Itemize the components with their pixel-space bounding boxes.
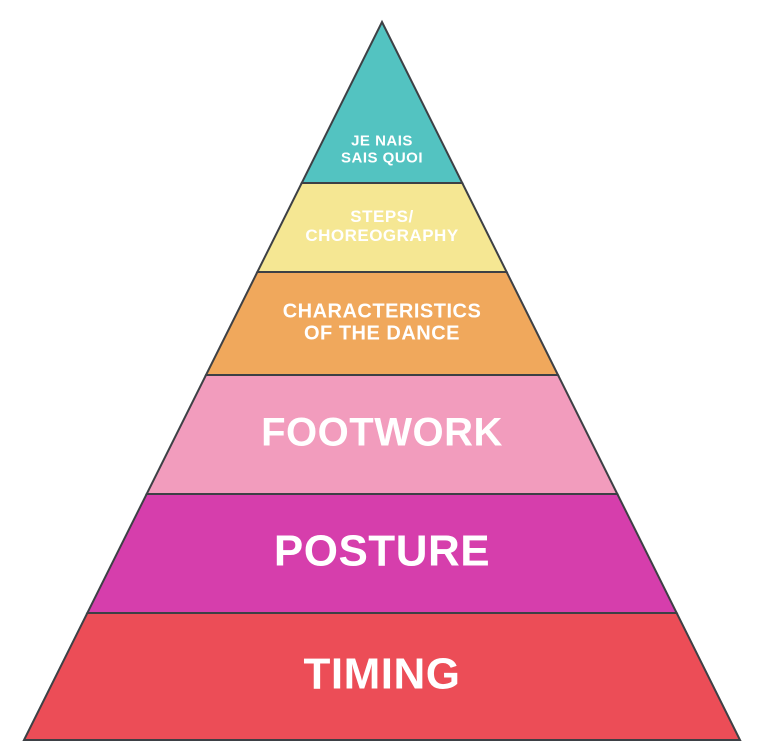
pyramid-label-posture: POSTURE [274, 526, 490, 575]
pyramid-label-characteristics: CHARACTERISTICSOF THE DANCE [283, 301, 482, 345]
dance-pyramid: TIMING POSTURE FOOTWORK CHARACTERISTICSOF T… [0, 0, 764, 750]
pyramid-label-jenesaisquoi: JE NAISSAIS QUOI [341, 133, 423, 167]
pyramid-label-footwork: FOOTWORK [261, 410, 503, 454]
pyramid-label-timing: TIMING [304, 649, 461, 698]
